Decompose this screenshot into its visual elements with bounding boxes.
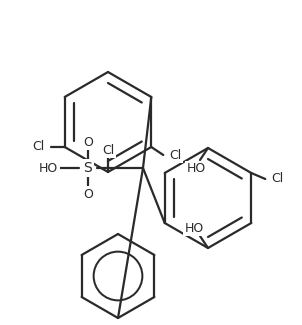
- Text: HO: HO: [38, 162, 58, 175]
- Text: Cl: Cl: [169, 149, 182, 162]
- Text: HO: HO: [186, 162, 206, 176]
- Text: Cl: Cl: [102, 144, 114, 157]
- Text: S: S: [84, 161, 92, 175]
- Text: O: O: [83, 136, 93, 149]
- Text: HO: HO: [185, 222, 204, 235]
- Text: Cl: Cl: [271, 173, 283, 186]
- Text: Cl: Cl: [33, 140, 45, 153]
- Text: O: O: [83, 188, 93, 201]
